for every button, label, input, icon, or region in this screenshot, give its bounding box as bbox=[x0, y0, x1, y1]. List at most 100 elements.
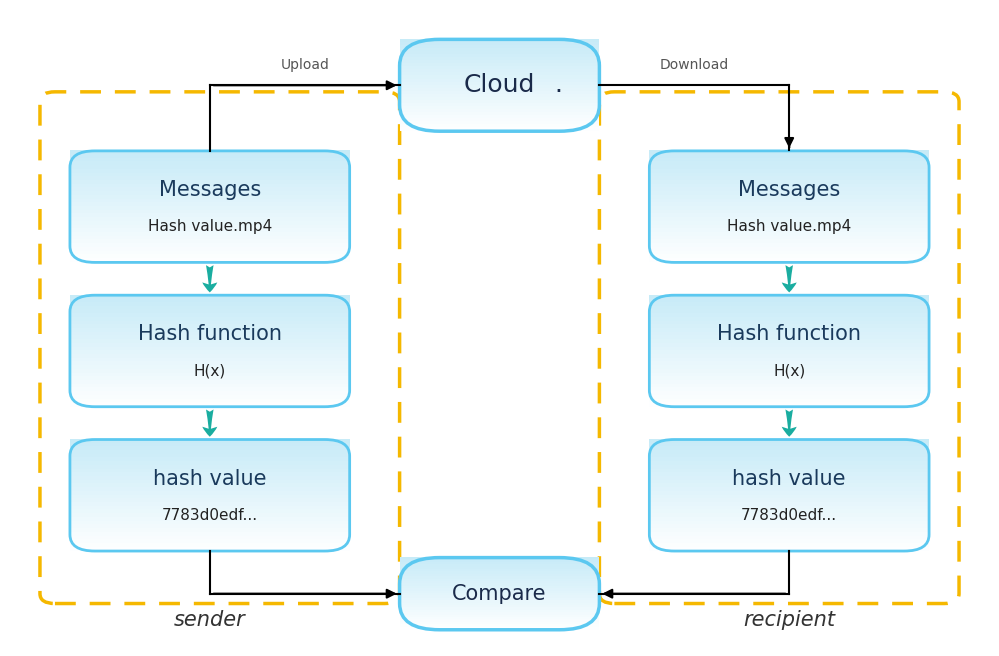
Bar bbox=[649, 247, 929, 251]
Bar bbox=[649, 369, 929, 373]
Bar bbox=[70, 343, 350, 347]
Bar bbox=[70, 165, 350, 169]
Bar bbox=[400, 81, 599, 85]
Bar bbox=[70, 310, 350, 314]
Text: recipient: recipient bbox=[743, 610, 835, 630]
Text: Hash value.mp4: Hash value.mp4 bbox=[148, 219, 272, 234]
Bar bbox=[649, 402, 929, 407]
Bar bbox=[400, 118, 599, 122]
Bar bbox=[400, 109, 599, 113]
Bar bbox=[649, 195, 929, 199]
Bar bbox=[649, 310, 929, 314]
Bar bbox=[70, 535, 350, 540]
Bar bbox=[649, 332, 929, 336]
Bar bbox=[649, 528, 929, 533]
Bar bbox=[649, 388, 929, 392]
Bar bbox=[649, 313, 929, 318]
Bar bbox=[400, 622, 599, 625]
Bar bbox=[649, 239, 929, 244]
Bar bbox=[649, 465, 929, 469]
Text: H(x): H(x) bbox=[194, 363, 226, 379]
Bar bbox=[70, 491, 350, 495]
Bar bbox=[649, 487, 929, 491]
Bar bbox=[649, 546, 929, 551]
Bar bbox=[400, 88, 599, 91]
Bar bbox=[70, 521, 350, 525]
Bar bbox=[70, 298, 350, 302]
Bar bbox=[70, 339, 350, 344]
Bar bbox=[649, 502, 929, 506]
Bar bbox=[649, 335, 929, 340]
Bar bbox=[649, 510, 929, 514]
Bar bbox=[70, 528, 350, 533]
Bar bbox=[70, 539, 350, 544]
Bar bbox=[649, 258, 929, 262]
Bar bbox=[649, 210, 929, 214]
Text: 7783d0edf...: 7783d0edf... bbox=[741, 508, 837, 523]
Bar bbox=[649, 506, 929, 510]
Bar bbox=[400, 48, 599, 52]
Bar bbox=[649, 251, 929, 255]
Text: 7783d0edf...: 7783d0edf... bbox=[162, 508, 258, 523]
Bar bbox=[649, 513, 929, 518]
Bar bbox=[400, 57, 599, 61]
Bar bbox=[649, 173, 929, 177]
Text: Hash value.mp4: Hash value.mp4 bbox=[727, 219, 851, 234]
Bar bbox=[400, 605, 599, 608]
Text: H(x): H(x) bbox=[773, 363, 805, 379]
Bar bbox=[70, 369, 350, 373]
Bar bbox=[70, 476, 350, 480]
Bar bbox=[70, 384, 350, 388]
Bar bbox=[400, 625, 599, 627]
Bar bbox=[649, 321, 929, 325]
Bar bbox=[649, 491, 929, 495]
Text: hash value: hash value bbox=[153, 468, 267, 489]
Bar bbox=[649, 346, 929, 351]
Bar bbox=[649, 191, 929, 195]
Bar bbox=[70, 457, 350, 462]
Bar bbox=[649, 306, 929, 310]
Bar bbox=[70, 258, 350, 262]
Bar bbox=[649, 446, 929, 451]
Bar bbox=[70, 173, 350, 177]
Bar bbox=[70, 188, 350, 192]
Bar bbox=[400, 125, 599, 128]
Bar bbox=[649, 243, 929, 247]
Bar bbox=[649, 150, 929, 155]
Bar bbox=[649, 302, 929, 306]
Bar bbox=[70, 161, 350, 166]
Bar bbox=[649, 380, 929, 384]
Bar bbox=[70, 380, 350, 384]
Bar bbox=[400, 560, 599, 562]
Text: Cloud: Cloud bbox=[464, 73, 535, 97]
Bar bbox=[70, 373, 350, 377]
Bar bbox=[400, 586, 599, 589]
Bar bbox=[70, 354, 350, 358]
Bar bbox=[400, 45, 599, 49]
Bar bbox=[400, 603, 599, 605]
Bar bbox=[400, 583, 599, 586]
Bar bbox=[400, 626, 599, 630]
Bar bbox=[400, 564, 599, 567]
Bar bbox=[649, 224, 929, 229]
Bar bbox=[70, 358, 350, 362]
Bar bbox=[400, 100, 599, 104]
Bar bbox=[649, 328, 929, 333]
Bar bbox=[649, 165, 929, 169]
Bar bbox=[70, 532, 350, 536]
Bar bbox=[400, 598, 599, 601]
Bar bbox=[649, 495, 929, 499]
Bar bbox=[70, 524, 350, 529]
Bar bbox=[400, 94, 599, 98]
Bar bbox=[70, 199, 350, 203]
Bar bbox=[70, 224, 350, 229]
Bar bbox=[649, 384, 929, 388]
Bar bbox=[649, 521, 929, 525]
Bar bbox=[649, 184, 929, 188]
Bar bbox=[70, 154, 350, 158]
Bar bbox=[649, 221, 929, 225]
Bar bbox=[70, 195, 350, 199]
Bar bbox=[649, 517, 929, 522]
Bar bbox=[400, 588, 599, 591]
Bar bbox=[649, 480, 929, 484]
